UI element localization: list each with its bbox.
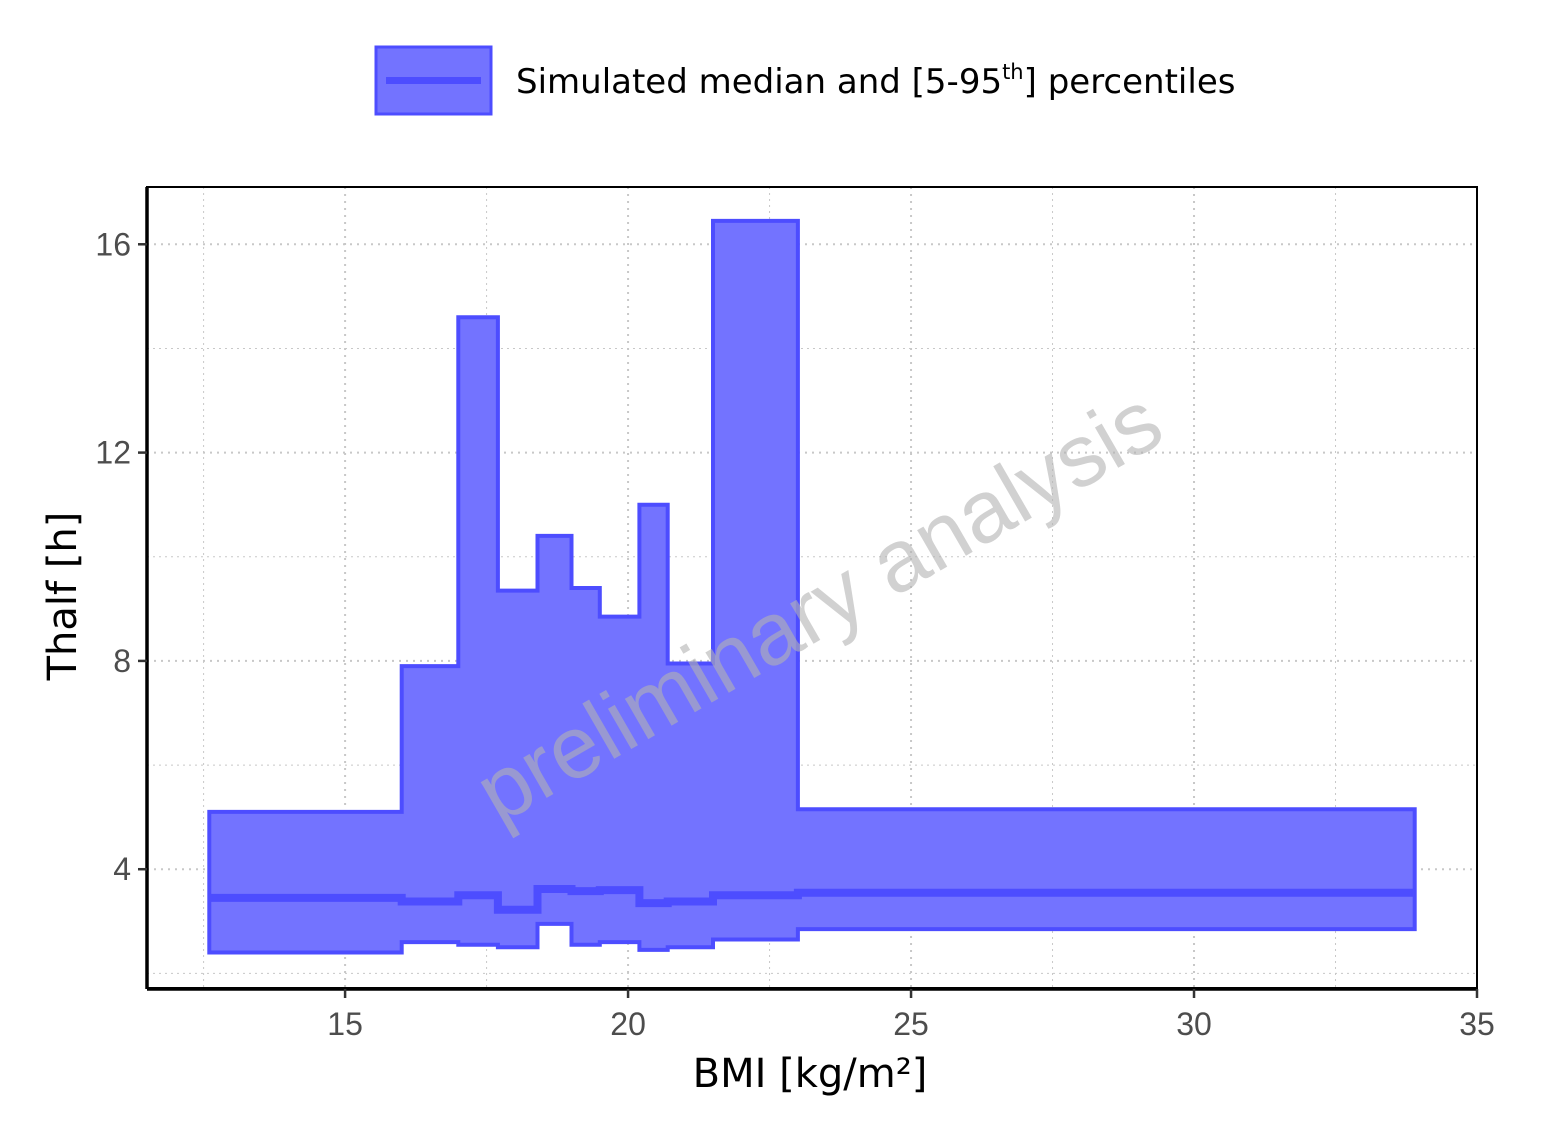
median-line	[209, 885, 1415, 914]
x-tick-label: 25	[893, 1006, 929, 1042]
y-tick-label: 8	[113, 643, 131, 679]
y-tick-label: 4	[113, 851, 131, 887]
y-tick-label: 16	[95, 226, 131, 262]
x-tick-label: 20	[610, 1006, 646, 1042]
x-tick-label: 35	[1459, 1006, 1495, 1042]
y-axis-ticks: 4 8 12 16	[95, 226, 147, 887]
x-axis-ticks: 15 20 25 30 35	[327, 989, 1495, 1042]
percentile-band	[207, 218, 1417, 955]
x-tick-label: 15	[327, 1006, 363, 1042]
y-axis-title: Thalf [h]	[40, 512, 86, 682]
percentile-ribbon	[207, 218, 1417, 955]
x-tick-label: 30	[1176, 1006, 1212, 1042]
legend: Simulated median and [5-95th] percentile…	[374, 45, 1235, 116]
legend-label: Simulated median and [5-95th] percentile…	[516, 60, 1235, 102]
x-axis-title: BMI [kg/m²]	[693, 1051, 928, 1097]
y-tick-label: 12	[95, 435, 131, 471]
median-step-line	[209, 885, 1415, 914]
